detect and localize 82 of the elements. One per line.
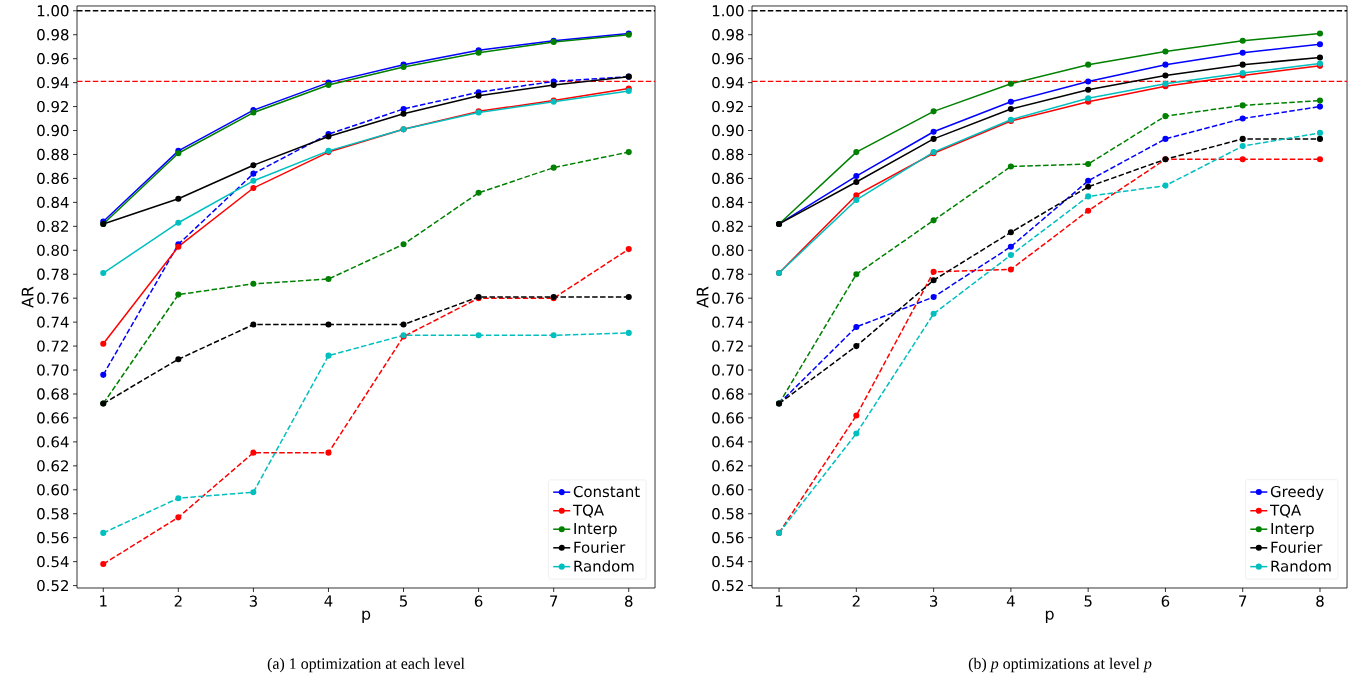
x-tick-label: 4 [1006,595,1015,607]
y-tick-label: 0.54 [712,556,744,568]
y-tick-label: 0.60 [37,484,69,496]
x-tick-label: 8 [625,595,633,607]
y-tick-label: 0.80 [37,244,69,256]
y-tick-label: 0.58 [712,508,744,520]
y-tick-label: 0.72 [712,340,743,352]
y-axis-title: AR [21,286,34,308]
x-axis-title: p [362,610,371,623]
x-tick-label: 5 [1084,595,1092,607]
legend-label: Constant [573,485,640,498]
y-tick-label: 1.00 [37,5,69,17]
y-tick-label: 0.86 [37,172,69,185]
x-tick-label: 7 [550,595,558,607]
legend-label: Interp [574,523,617,538]
x-tick-label: 6 [1161,595,1170,607]
y-tick-label: 0.62 [712,460,743,472]
y-tick-label: 0.78 [712,268,744,280]
y-tick-label: 0.66 [37,412,69,424]
legend-label: TQA [1270,504,1302,518]
y-tick-label: 0.64 [712,436,744,448]
y-tick-label: 0.94 [37,76,69,89]
y-tick-label: 0.88 [37,148,69,161]
text: (a) 1 optimization at each level [267,657,465,673]
x-tick-label: 1 [100,595,107,607]
y-tick-label: 0.80 [712,244,744,256]
x-axis-title: p [1045,610,1054,623]
y-tick-label: 0.88 [712,148,744,161]
x-tick-label: 8 [1316,595,1324,607]
y-tick-label: 0.68 [712,388,744,400]
y-tick-label: 0.72 [37,340,68,352]
y-tick-label: 0.78 [37,268,69,280]
y-tick-label: 0.76 [712,292,744,304]
legend-label: Fourier [1271,541,1323,553]
legend-label: Greedy [1270,485,1324,501]
x-tick-label: 3 [249,595,257,607]
y-tick-label: 0.68 [37,388,69,400]
y-tick-label: 0.58 [37,508,69,520]
y-tick-label: 0.52 [37,579,68,592]
y-tick-label: 0.86 [712,172,744,185]
y-tick-label: 0.70 [712,364,744,376]
y-tick-label: 0.76 [37,292,69,304]
y-tick-label: 0.82 [37,220,68,232]
y-tick-label: 0.84 [37,196,69,209]
x-tick-label: 4 [324,595,333,607]
legend-label: Random [574,560,634,572]
y-axis-title: AR [696,286,709,308]
x-tick-label: 5 [399,595,407,607]
y-tick-label: 0.96 [712,53,744,65]
y-tick-label: 0.96 [37,53,69,65]
x-tick-label: 2 [852,595,860,607]
y-tick-label: 0.64 [37,436,69,448]
y-tick-label: 0.98 [37,29,69,41]
legend-label: TQA [572,504,604,518]
y-tick-label: 0.56 [37,532,69,544]
y-tick-label: 0.60 [712,484,744,496]
legend-label: Random [1271,560,1331,572]
y-tick-label: 0.82 [712,220,743,232]
x-tick-label: 3 [930,595,938,607]
y-tick-label: 0.52 [712,579,743,592]
y-tick-label: 1.00 [712,5,744,17]
y-tick-label: 0.54 [37,556,69,568]
y-tick-label: 0.90 [37,124,69,137]
legend-label: Fourier [574,541,626,553]
y-tick-label: 0.98 [712,29,744,41]
y-tick-label: 0.84 [712,196,744,209]
y-tick-label: 0.62 [37,460,68,472]
y-tick-label: 0.92 [712,100,743,113]
y-tick-label: 0.90 [712,124,744,137]
y-tick-label: 0.56 [712,532,744,544]
x-tick-label: 7 [1239,595,1247,607]
x-tick-label: 6 [474,595,483,607]
y-tick-label: 0.94 [712,76,744,89]
text: (b) p optimizations at level p [968,657,1152,673]
y-tick-label: 0.70 [37,364,69,376]
x-tick-label: 2 [174,595,182,607]
y-tick-label: 0.92 [37,100,68,113]
y-tick-label: 0.74 [712,316,744,328]
x-tick-label: 1 [775,595,783,607]
y-tick-label: 0.74 [37,316,69,328]
legend-label: Interp [1271,523,1314,538]
y-tick-label: 0.66 [712,412,744,424]
